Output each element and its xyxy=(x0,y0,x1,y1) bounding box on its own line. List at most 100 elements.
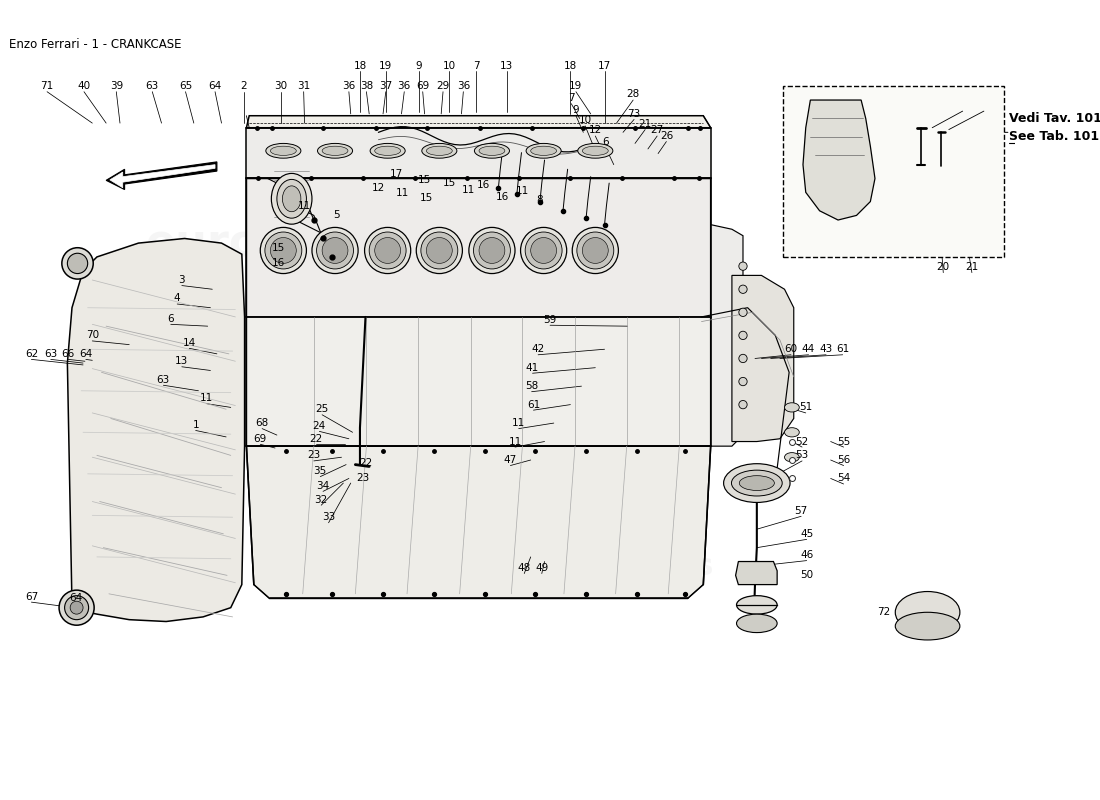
Text: 2: 2 xyxy=(241,81,248,91)
Ellipse shape xyxy=(530,238,557,263)
Text: See Tab. 101: See Tab. 101 xyxy=(1009,130,1099,143)
Text: 68: 68 xyxy=(255,418,268,428)
Text: 40: 40 xyxy=(77,81,90,91)
Text: 7: 7 xyxy=(568,93,574,103)
Ellipse shape xyxy=(322,146,348,155)
Text: 66: 66 xyxy=(62,349,75,359)
Text: 30: 30 xyxy=(274,81,287,91)
Text: 44: 44 xyxy=(802,344,815,354)
Text: 47: 47 xyxy=(504,455,517,465)
Text: 11: 11 xyxy=(461,186,474,195)
Ellipse shape xyxy=(739,262,747,270)
Text: 16: 16 xyxy=(477,180,491,190)
Text: eurospares: eurospares xyxy=(145,222,427,265)
Text: 27: 27 xyxy=(650,126,663,135)
Ellipse shape xyxy=(469,227,515,274)
Ellipse shape xyxy=(732,470,782,496)
Polygon shape xyxy=(246,446,711,598)
Text: 55: 55 xyxy=(837,437,850,446)
Text: 62: 62 xyxy=(25,349,39,359)
Text: 63: 63 xyxy=(44,349,57,359)
Polygon shape xyxy=(246,178,711,322)
Ellipse shape xyxy=(525,232,562,269)
Ellipse shape xyxy=(582,238,608,263)
Ellipse shape xyxy=(739,331,747,339)
Text: 36: 36 xyxy=(397,81,411,91)
Ellipse shape xyxy=(739,476,774,490)
Text: 15: 15 xyxy=(418,175,431,186)
Text: 63: 63 xyxy=(156,374,170,385)
Text: 17: 17 xyxy=(390,169,404,179)
Ellipse shape xyxy=(784,453,800,462)
Text: 71: 71 xyxy=(41,81,54,91)
Text: 65: 65 xyxy=(179,81,192,91)
Text: 11: 11 xyxy=(516,186,529,197)
Ellipse shape xyxy=(65,596,89,620)
Ellipse shape xyxy=(370,232,406,269)
Ellipse shape xyxy=(474,143,509,158)
Text: 34: 34 xyxy=(317,481,330,491)
Text: 18: 18 xyxy=(564,61,578,71)
Text: 49: 49 xyxy=(536,563,549,573)
Ellipse shape xyxy=(375,146,400,155)
Text: 56: 56 xyxy=(837,455,850,465)
Ellipse shape xyxy=(265,232,301,269)
Ellipse shape xyxy=(739,378,747,386)
Text: 45: 45 xyxy=(800,529,813,539)
Ellipse shape xyxy=(895,591,960,633)
Text: eurospares: eurospares xyxy=(522,552,715,581)
Text: 9: 9 xyxy=(416,61,422,71)
Text: 53: 53 xyxy=(795,450,808,460)
Text: 13: 13 xyxy=(175,356,188,366)
Text: 11: 11 xyxy=(513,418,526,428)
Ellipse shape xyxy=(62,248,94,279)
Text: 11: 11 xyxy=(200,393,213,403)
Text: 14: 14 xyxy=(183,338,196,348)
Ellipse shape xyxy=(312,227,359,274)
Text: 17: 17 xyxy=(598,61,612,71)
Text: 32: 32 xyxy=(315,494,328,505)
Ellipse shape xyxy=(582,146,608,155)
Text: 22: 22 xyxy=(359,458,372,468)
Text: 12: 12 xyxy=(588,126,602,135)
Text: 28: 28 xyxy=(627,90,640,99)
Polygon shape xyxy=(736,562,777,585)
Text: 19: 19 xyxy=(570,81,583,91)
Ellipse shape xyxy=(895,612,960,640)
Text: 19: 19 xyxy=(379,61,393,71)
Text: 11: 11 xyxy=(298,201,311,211)
Text: 15: 15 xyxy=(443,178,456,188)
Ellipse shape xyxy=(261,227,307,274)
Text: 21: 21 xyxy=(638,119,652,129)
Ellipse shape xyxy=(737,596,777,614)
Text: 24: 24 xyxy=(312,421,326,431)
Ellipse shape xyxy=(70,602,84,614)
Text: 38: 38 xyxy=(360,81,373,91)
Text: 1: 1 xyxy=(192,420,199,430)
Text: 25: 25 xyxy=(316,404,329,414)
Ellipse shape xyxy=(421,143,456,158)
Text: 9: 9 xyxy=(573,105,580,115)
Text: 61: 61 xyxy=(527,400,540,410)
Text: 11: 11 xyxy=(508,437,521,446)
Polygon shape xyxy=(732,275,794,442)
Ellipse shape xyxy=(59,590,95,626)
Text: 21: 21 xyxy=(966,262,979,272)
Text: 16: 16 xyxy=(272,258,285,269)
Ellipse shape xyxy=(784,402,800,412)
Ellipse shape xyxy=(520,227,566,274)
Ellipse shape xyxy=(364,227,410,274)
Ellipse shape xyxy=(283,186,301,212)
Text: 13: 13 xyxy=(500,61,514,71)
Text: 22: 22 xyxy=(309,434,322,444)
Ellipse shape xyxy=(375,238,400,263)
Text: 10: 10 xyxy=(579,115,592,126)
Text: 26: 26 xyxy=(660,131,673,141)
Text: 70: 70 xyxy=(86,330,99,340)
Text: 23: 23 xyxy=(307,450,320,460)
Text: 12: 12 xyxy=(372,182,385,193)
Ellipse shape xyxy=(322,238,348,263)
Text: 73: 73 xyxy=(627,109,640,119)
Ellipse shape xyxy=(737,614,777,633)
Text: 72: 72 xyxy=(878,607,891,618)
